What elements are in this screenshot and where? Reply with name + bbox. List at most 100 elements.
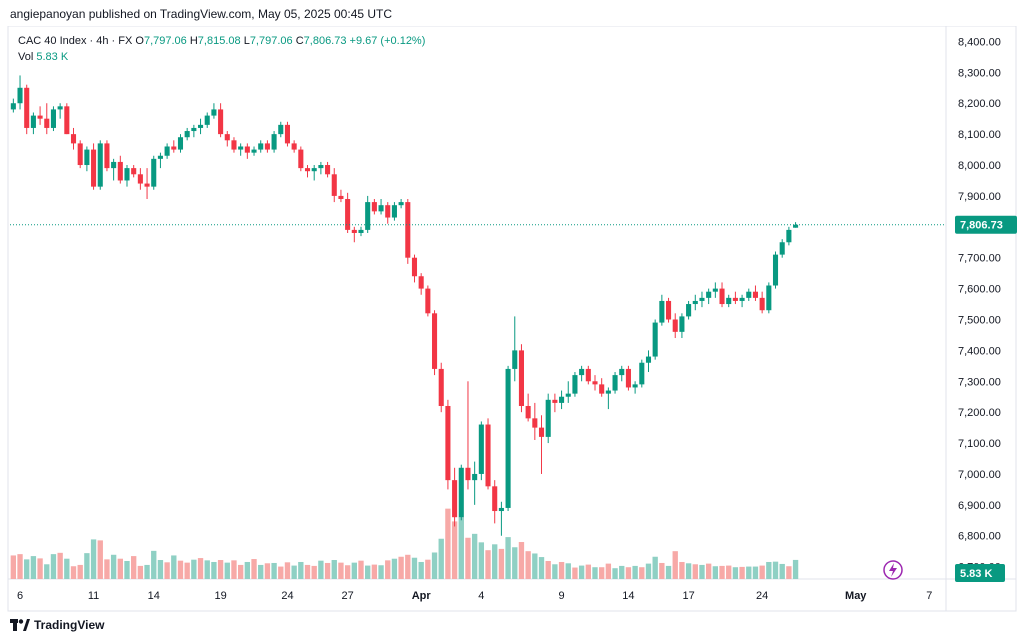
candle-body (445, 405, 451, 481)
candle-body (30, 115, 36, 128)
volume-bar (705, 563, 712, 579)
candle-body (565, 393, 571, 397)
candle-body (405, 202, 411, 258)
volume-bar (358, 560, 364, 579)
candle-body (525, 405, 531, 419)
candle-body (505, 368, 511, 508)
candle-body (318, 165, 324, 169)
volume-tag-label: 5.83 K (960, 568, 992, 580)
footer-brand[interactable]: TradingView (10, 618, 104, 632)
volume-bar (104, 559, 110, 579)
volume-bar (418, 561, 424, 579)
candle-body (752, 291, 758, 298)
volume-bar (351, 562, 357, 579)
symbol-label[interactable]: CAC 40 Index · 4h · FX (18, 35, 133, 47)
volume-bar (772, 561, 779, 579)
y-tick-label: 8,100.00 (958, 129, 1001, 141)
candle-body (171, 146, 177, 150)
volume-bar (759, 565, 765, 579)
volume-bar (365, 565, 371, 579)
volume-bar (97, 540, 103, 579)
candle-body (144, 183, 150, 187)
volume-bar (171, 555, 177, 579)
candle-body (659, 300, 665, 323)
x-tick-label: 24 (281, 590, 293, 602)
candle-body (338, 195, 344, 200)
candle-body (639, 362, 645, 385)
y-tick-label: 7,300.00 (958, 376, 1001, 388)
candle-body (50, 109, 56, 128)
volume-bar (471, 533, 478, 579)
volume-bar (331, 560, 337, 579)
candle-body (57, 106, 63, 110)
volume-bar (324, 562, 331, 579)
lightning-icon-glyph (889, 563, 897, 577)
volume-bar (525, 551, 531, 579)
volume-bar (144, 564, 150, 579)
y-tick-label: 8,400.00 (958, 36, 1001, 48)
volume-bar (739, 566, 745, 579)
volume-bar (518, 542, 525, 579)
candle-body (291, 143, 297, 150)
candle-body (37, 115, 43, 119)
volume-bar (659, 562, 665, 579)
volume-bar (110, 554, 117, 579)
candle-body (331, 174, 337, 196)
volume-bar (451, 521, 458, 579)
volume-bar (438, 538, 444, 579)
candle-body (425, 288, 431, 314)
candle-body (231, 140, 237, 150)
chart-legend: CAC 40 Index · 4h · FX O7,797.06 H7,815.… (18, 33, 425, 65)
x-tick-label: 14 (622, 590, 634, 602)
volume-bar (57, 552, 63, 579)
volume-bar (10, 555, 17, 579)
volume-bar (492, 544, 498, 579)
candle-body (579, 368, 585, 376)
candle-body (10, 103, 16, 110)
candle-body (244, 146, 250, 153)
volume-bar (766, 561, 772, 579)
open-label: O (135, 35, 144, 47)
candle-body (532, 418, 538, 428)
candle-body (91, 149, 97, 187)
volume-bar (258, 564, 264, 579)
chart-area[interactable]: 8,400.00 8,300.00 8,200.00 8,100.00 8,000.00… (0, 25, 1024, 612)
candle-body (17, 87, 23, 104)
volume-bar (612, 568, 618, 579)
volume-bar (50, 554, 57, 579)
volume-bar (425, 559, 431, 579)
candle-body (191, 127, 197, 132)
volume-bar (197, 558, 204, 579)
candlestick-chart[interactable]: 8,400.00 8,300.00 8,200.00 8,100.00 8,000.00… (0, 25, 1024, 612)
candle-body (131, 168, 137, 175)
volume-bar (137, 565, 144, 579)
candle-body (772, 254, 779, 286)
volume-bar (619, 565, 625, 579)
volume-bar (665, 565, 672, 579)
candle-body (391, 205, 397, 218)
candle-body (706, 291, 712, 298)
x-tick-label: 17 (682, 590, 694, 602)
volume-bar (298, 561, 304, 579)
tradingview-logo-icon (10, 619, 30, 631)
candle-body (726, 297, 732, 305)
candle-body (559, 396, 565, 403)
candle-body (552, 399, 558, 403)
candle-body (218, 109, 224, 135)
volume-bar (398, 556, 404, 579)
candle-body (378, 205, 384, 212)
volume-bar (411, 557, 418, 579)
candle-body (545, 399, 551, 437)
candle-body (385, 205, 391, 218)
candle-body (211, 109, 217, 116)
volume-bar (164, 562, 170, 579)
volume-bar (77, 564, 83, 579)
volume-value: 5.83 K (36, 51, 69, 63)
volume-bar (30, 556, 37, 579)
change-value: +9.67 (+0.12%) (349, 35, 426, 47)
candle-body (238, 146, 244, 150)
volume-tag (955, 564, 1005, 582)
candle-body (692, 300, 698, 305)
volume-label[interactable]: Vol (18, 51, 34, 63)
published-header: angiepanoyan published on TradingView.co… (10, 7, 393, 21)
